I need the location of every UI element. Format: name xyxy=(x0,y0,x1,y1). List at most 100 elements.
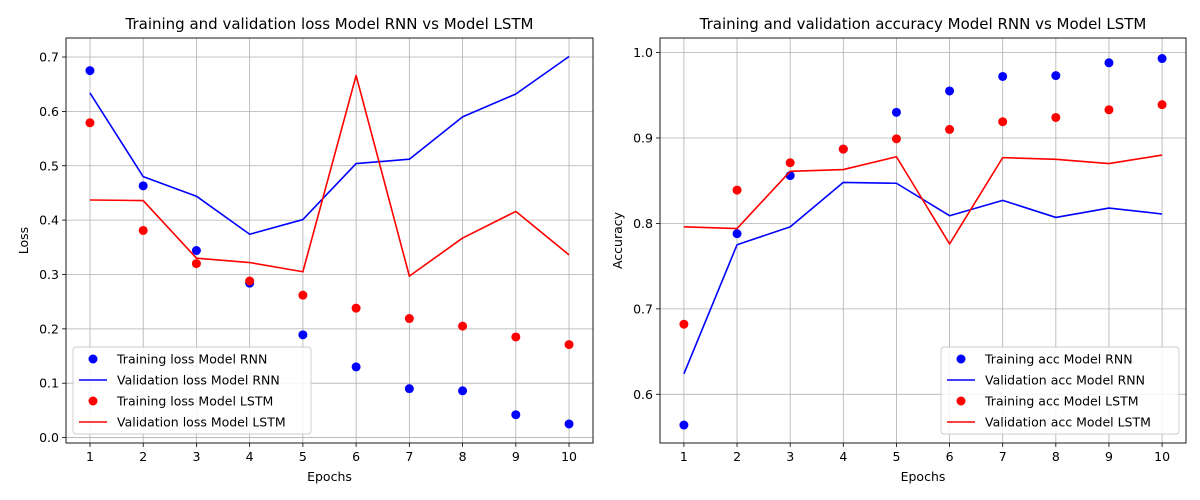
data-point xyxy=(785,158,795,168)
series-3 xyxy=(679,100,1167,329)
legend-point-marker xyxy=(956,396,966,406)
legend-label: Training acc Model LSTM xyxy=(984,394,1139,409)
data-point xyxy=(511,332,521,342)
x-tick-label: 1 xyxy=(86,449,94,464)
legend-point-marker xyxy=(88,396,98,406)
x-tick-label: 10 xyxy=(1154,449,1170,464)
x-tick-label: 7 xyxy=(405,449,413,464)
data-point xyxy=(891,134,901,144)
legend-label: Training acc Model RNN xyxy=(984,352,1133,367)
y-tick-label: 0.5 xyxy=(39,158,59,173)
x-tick-label: 6 xyxy=(946,449,954,464)
data-point xyxy=(1157,54,1167,64)
data-point xyxy=(732,185,742,195)
x-tick-label: 6 xyxy=(352,449,360,464)
x-tick-label: 2 xyxy=(733,449,741,464)
data-point xyxy=(838,144,848,154)
data-point xyxy=(298,330,308,340)
y-tick-label: 0.6 xyxy=(633,387,653,402)
y-axis-label: Accuracy xyxy=(610,211,625,269)
series-2 xyxy=(683,181,1163,375)
series-1 xyxy=(679,54,1167,430)
data-point xyxy=(998,71,1008,81)
x-tick-label: 5 xyxy=(299,449,307,464)
y-tick-label: 0.0 xyxy=(39,430,59,445)
y-axis-label: Loss xyxy=(16,227,31,254)
legend-box xyxy=(72,346,312,435)
x-tick-label: 3 xyxy=(192,449,200,464)
legend-label: Training loss Model LSTM xyxy=(116,394,273,409)
legend-item: Training acc Model LSTM xyxy=(956,394,1139,409)
y-tick-label: 0.7 xyxy=(633,301,653,316)
data-point xyxy=(85,118,95,128)
chart-2: 1 2 3 4 5 6 7 8 9 10 0.6 0.7 0.8 0.9 1.0 Training and v… xyxy=(610,15,1187,484)
legend-item: Training loss Model RNN xyxy=(88,352,267,367)
data-point xyxy=(891,107,901,117)
data-point xyxy=(404,314,414,324)
data-point xyxy=(298,290,308,300)
x-tick-label: 8 xyxy=(459,449,467,464)
series-3 xyxy=(85,118,574,350)
plot-frame xyxy=(659,37,1187,444)
legend-item: Validation acc Model RNN xyxy=(947,373,1145,388)
y-tick-label: 0.7 xyxy=(39,50,59,65)
y-tick-label: 0.3 xyxy=(39,267,59,282)
data-point xyxy=(945,86,955,96)
data-point xyxy=(1104,105,1114,115)
data-point xyxy=(351,303,361,313)
legend-point-marker xyxy=(88,354,98,364)
data-point xyxy=(564,340,574,350)
y-tick-label: 0.6 xyxy=(39,104,59,119)
data-point xyxy=(564,419,574,429)
series-line xyxy=(683,154,1163,245)
x-tick-label: 10 xyxy=(561,449,577,464)
series-line xyxy=(89,74,570,277)
plot-frame xyxy=(65,37,594,444)
data-point xyxy=(679,319,689,329)
data-point xyxy=(1104,58,1114,68)
data-point xyxy=(679,420,689,430)
legend-item: Validation loss Model RNN xyxy=(79,373,280,388)
x-tick-label: 4 xyxy=(839,449,847,464)
data-point xyxy=(945,124,955,134)
series-line xyxy=(89,55,570,236)
data-point xyxy=(191,259,201,269)
chart-1: 1 2 3 4 5 6 7 8 9 10 0.0 0.1 0.2 0.3 0.4 0.5 0.6 0.7 Train… xyxy=(16,15,594,484)
series-2 xyxy=(89,55,570,236)
legend-label: Training loss Model RNN xyxy=(116,352,267,367)
y-tick-label: 0.4 xyxy=(39,213,59,228)
x-axis-label: Epochs xyxy=(901,469,946,484)
chart-title: Training and validation loss Model RNN v… xyxy=(125,15,534,33)
legend-item: Training acc Model RNN xyxy=(956,352,1133,367)
x-tick-label: 8 xyxy=(1052,449,1060,464)
legend-label: Validation loss Model LSTM xyxy=(117,415,286,430)
legend-item: Validation acc Model LSTM xyxy=(947,415,1151,430)
x-axis-label: Epochs xyxy=(307,469,352,484)
data-point xyxy=(998,117,1008,127)
chart-title: Training and validation accuracy Model R… xyxy=(699,15,1147,33)
x-tick-label: 4 xyxy=(246,449,254,464)
legend: Training loss Model RNN Validation loss M… xyxy=(72,346,312,435)
data-point xyxy=(245,276,255,286)
y-tick-label: 0.8 xyxy=(633,216,653,231)
data-point xyxy=(1051,71,1061,81)
data-point xyxy=(404,384,414,394)
data-point xyxy=(138,181,148,191)
series-4 xyxy=(683,154,1163,245)
series-4 xyxy=(89,74,570,277)
legend-label: Validation acc Model RNN xyxy=(985,373,1145,388)
legend-box xyxy=(940,346,1180,435)
x-tick-label: 5 xyxy=(892,449,900,464)
data-point xyxy=(511,410,521,420)
x-tick-label: 9 xyxy=(1105,449,1113,464)
y-tick-label: 0.1 xyxy=(39,376,59,391)
legend-item: Training loss Model LSTM xyxy=(88,394,273,409)
legend-point-marker xyxy=(956,354,966,364)
data-point xyxy=(458,386,468,396)
y-tick-label: 0.2 xyxy=(39,321,59,336)
data-point xyxy=(351,362,361,372)
x-tick-label: 7 xyxy=(999,449,1007,464)
data-point xyxy=(138,225,148,235)
x-tick-label: 3 xyxy=(786,449,794,464)
